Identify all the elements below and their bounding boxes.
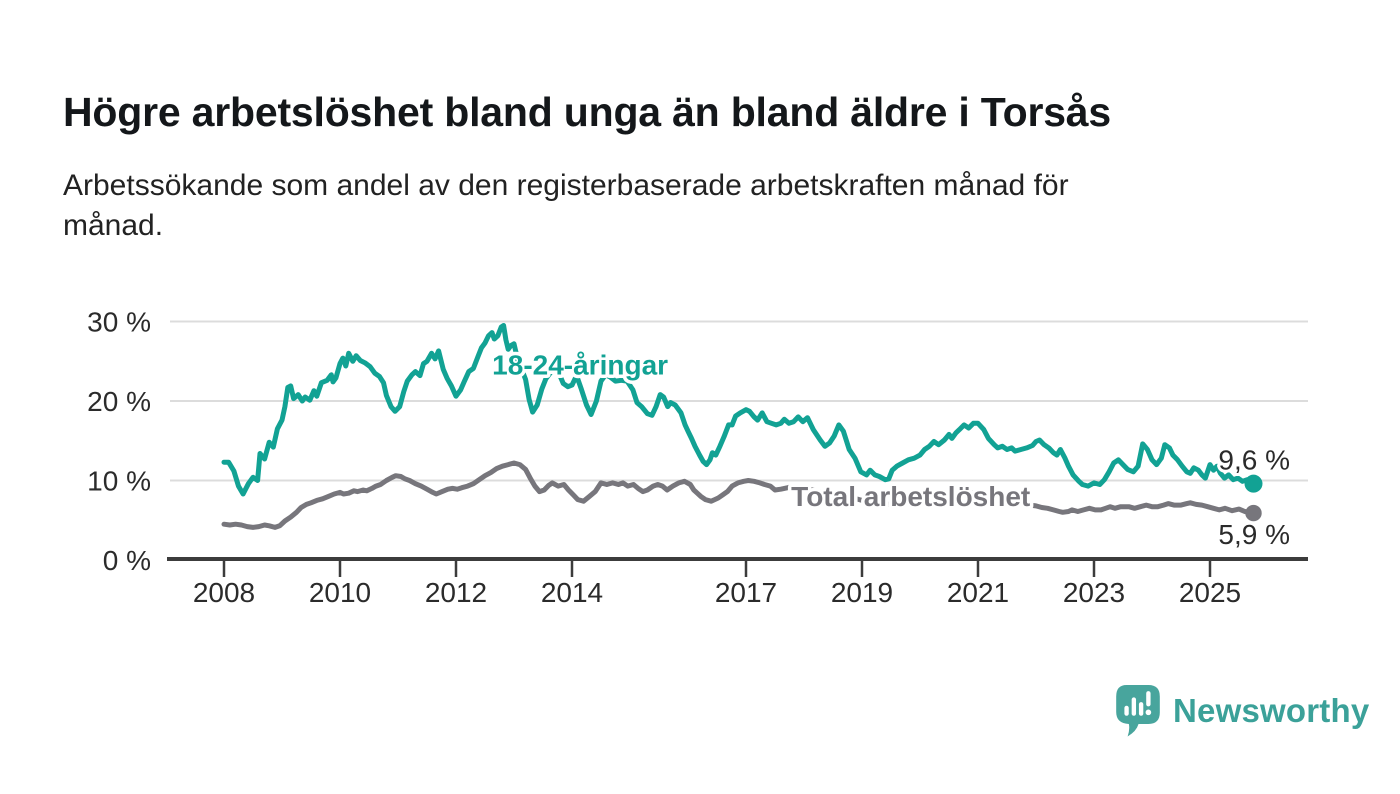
series-end-dot-1 [1245,504,1262,522]
series-labels: 18-24-åringar Total arbetslöshet [489,346,1034,516]
x-tick-label-2010: 2010 [309,577,371,608]
exclamation-dot [1145,709,1152,716]
x-tick-label-2017: 2017 [715,577,777,608]
series-line-0 [221,323,1256,497]
x-tick-label-2021: 2021 [947,577,1009,608]
newsworthy-branding: Newsworthy [1114,684,1369,738]
y-axis-labels: 0 % 10 % 20 % 30 % [87,307,151,577]
y-tick-label-10: 10 % [87,466,151,497]
series-end-dot-0 [1244,474,1263,493]
series-label-0: 18-24-åringar [492,349,668,380]
y-tick-label-0: 0 % [103,545,151,576]
y-tick-label-30: 30 % [87,307,151,338]
series-line-1 [221,460,1256,530]
x-tick-label-2008: 2008 [193,577,255,608]
chart-subtitle: Arbetssökande som andel av den registerb… [63,166,1323,246]
x-tick-label-2012: 2012 [425,577,487,608]
x-tick-label-2014: 2014 [541,577,603,608]
subtitle-line-1: Arbetssökande som andel av den registerb… [63,169,1069,202]
gridlines [170,320,1308,482]
x-tick-label-2023: 2023 [1063,577,1125,608]
series-label-1: Total arbetslöshet [791,481,1030,512]
speech-bubble-shape [1116,685,1160,737]
x-tick-label-2025: 2025 [1179,577,1241,608]
brand-name: Newsworthy [1173,692,1370,729]
y-tick-label-20: 20 % [87,386,151,417]
end-value-labels: 9,6 % 5,9 % [1215,442,1293,553]
x-tick-label-2019: 2019 [831,577,893,608]
series-lines [221,323,1263,530]
subtitle-line-2: månad. [63,209,164,242]
end-label-0: 9,6 % [1218,445,1290,476]
bar-chart-glyph [1124,691,1151,716]
end-label-1: 5,9 % [1218,519,1290,550]
page-title: Högre arbetslöshet bland unga än bland ä… [63,89,1112,136]
x-axis: 2008 2010 2012 2014 2017 2019 2021 2023 2025 [167,557,1308,608]
newsworthy-logo-icon [1116,685,1160,737]
